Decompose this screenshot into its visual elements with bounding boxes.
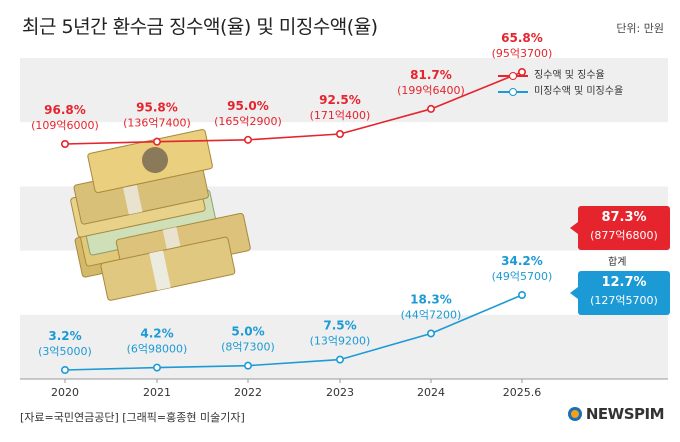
- data-label-pct: 95.8%: [136, 101, 178, 115]
- point-collected: [60, 140, 69, 149]
- data-label-amount: (6억98000): [127, 343, 188, 356]
- x-tick-label: 2020: [51, 386, 79, 399]
- total-uncollected-pct: 12.7%: [601, 275, 647, 290]
- data-label-pct: 81.7%: [410, 68, 452, 82]
- total-collected-pct: 87.3%: [601, 210, 647, 225]
- source-credit: [자료=국민연금공단] [그래픽=홍종현 미술기자]: [20, 411, 245, 424]
- point-collected: [335, 130, 344, 139]
- point-uncollected: [517, 290, 526, 299]
- x-axis: 2020 2021 2022 2023 2024 2025.6: [20, 378, 668, 399]
- data-label-amount: (44억7200): [401, 308, 462, 321]
- x-tick-label: 2024: [417, 386, 445, 399]
- legend-item-uncollected: 미징수액 및 미징수율: [498, 84, 623, 100]
- x-tick-label: 2021: [143, 386, 171, 399]
- data-label-pct: 95.0%: [227, 99, 269, 113]
- data-label-amount: (13억9200): [310, 335, 371, 348]
- data-label-pct: 96.8%: [44, 103, 86, 117]
- data-label-amount: (95억3700): [492, 47, 553, 60]
- legend-uncollected-label: 미징수액 및 미징수율: [534, 86, 624, 97]
- data-label-pct: 65.8%: [501, 31, 543, 45]
- point-uncollected: [426, 329, 435, 338]
- logo-text: NEWSPIM: [585, 405, 665, 423]
- point-collected: [244, 135, 253, 144]
- total-collected-box: 87.3% (877억6800): [570, 206, 670, 250]
- legend-collected-marker-icon: [498, 71, 528, 81]
- data-label-amount: (8억7300): [221, 341, 275, 354]
- page-title: 최근 5년간 환수금 징수액(율) 및 미징수액(율): [22, 16, 378, 38]
- data-label-pct: 92.5%: [319, 93, 361, 107]
- data-label-amount: (165억2900): [214, 115, 282, 128]
- total-label: 합계: [608, 257, 627, 268]
- data-label-pct: 7.5%: [323, 319, 356, 333]
- money-bills-illustration: [70, 129, 251, 301]
- total-uncollected-amount: (127억5700): [590, 294, 658, 307]
- background-band: [20, 58, 668, 123]
- data-label-pct: 18.3%: [410, 292, 452, 306]
- legend-collected-label: 징수액 및 징수율: [534, 70, 605, 81]
- data-label-pct: 4.2%: [140, 327, 173, 341]
- newspim-logo-icon: [567, 407, 582, 421]
- data-label-pct: 34.2%: [501, 254, 543, 268]
- point-uncollected: [335, 355, 344, 364]
- data-label-amount: (136억7400): [123, 117, 191, 130]
- data-label-amount: (109억6000): [31, 119, 99, 132]
- series-line-uncollected: [64, 294, 523, 371]
- x-tick-label: 2022: [234, 386, 262, 399]
- series-line-collected: [64, 71, 523, 145]
- point-uncollected: [60, 365, 69, 374]
- point-collected: [153, 137, 162, 146]
- legend: 징수액 및 징수율 미징수액 및 미징수율: [498, 68, 623, 100]
- data-label-pct: 3.2%: [48, 329, 81, 343]
- point-uncollected: [244, 361, 253, 370]
- total-collected-amount: (877억6800): [590, 229, 658, 242]
- point-uncollected: [153, 363, 162, 372]
- data-label-amount: (171억400): [310, 109, 371, 122]
- point-collected: [426, 104, 435, 113]
- data-label-amount: (49억5700): [492, 270, 553, 283]
- legend-item-collected: 징수액 및 징수율: [498, 68, 623, 84]
- unit-label: 단위: 만원: [616, 22, 664, 35]
- newspim-logo: NEWSPIM: [567, 405, 665, 423]
- data-label-amount: (199억6400): [397, 84, 465, 97]
- legend-uncollected-marker-icon: [498, 87, 528, 97]
- data-label-amount: (3억5000): [38, 345, 92, 358]
- x-tick-label: 2025.6: [503, 386, 542, 399]
- total-uncollected-box: 12.7% (127억5700): [570, 271, 670, 315]
- x-tick-label: 2023: [326, 386, 354, 399]
- data-label-pct: 5.0%: [231, 325, 264, 339]
